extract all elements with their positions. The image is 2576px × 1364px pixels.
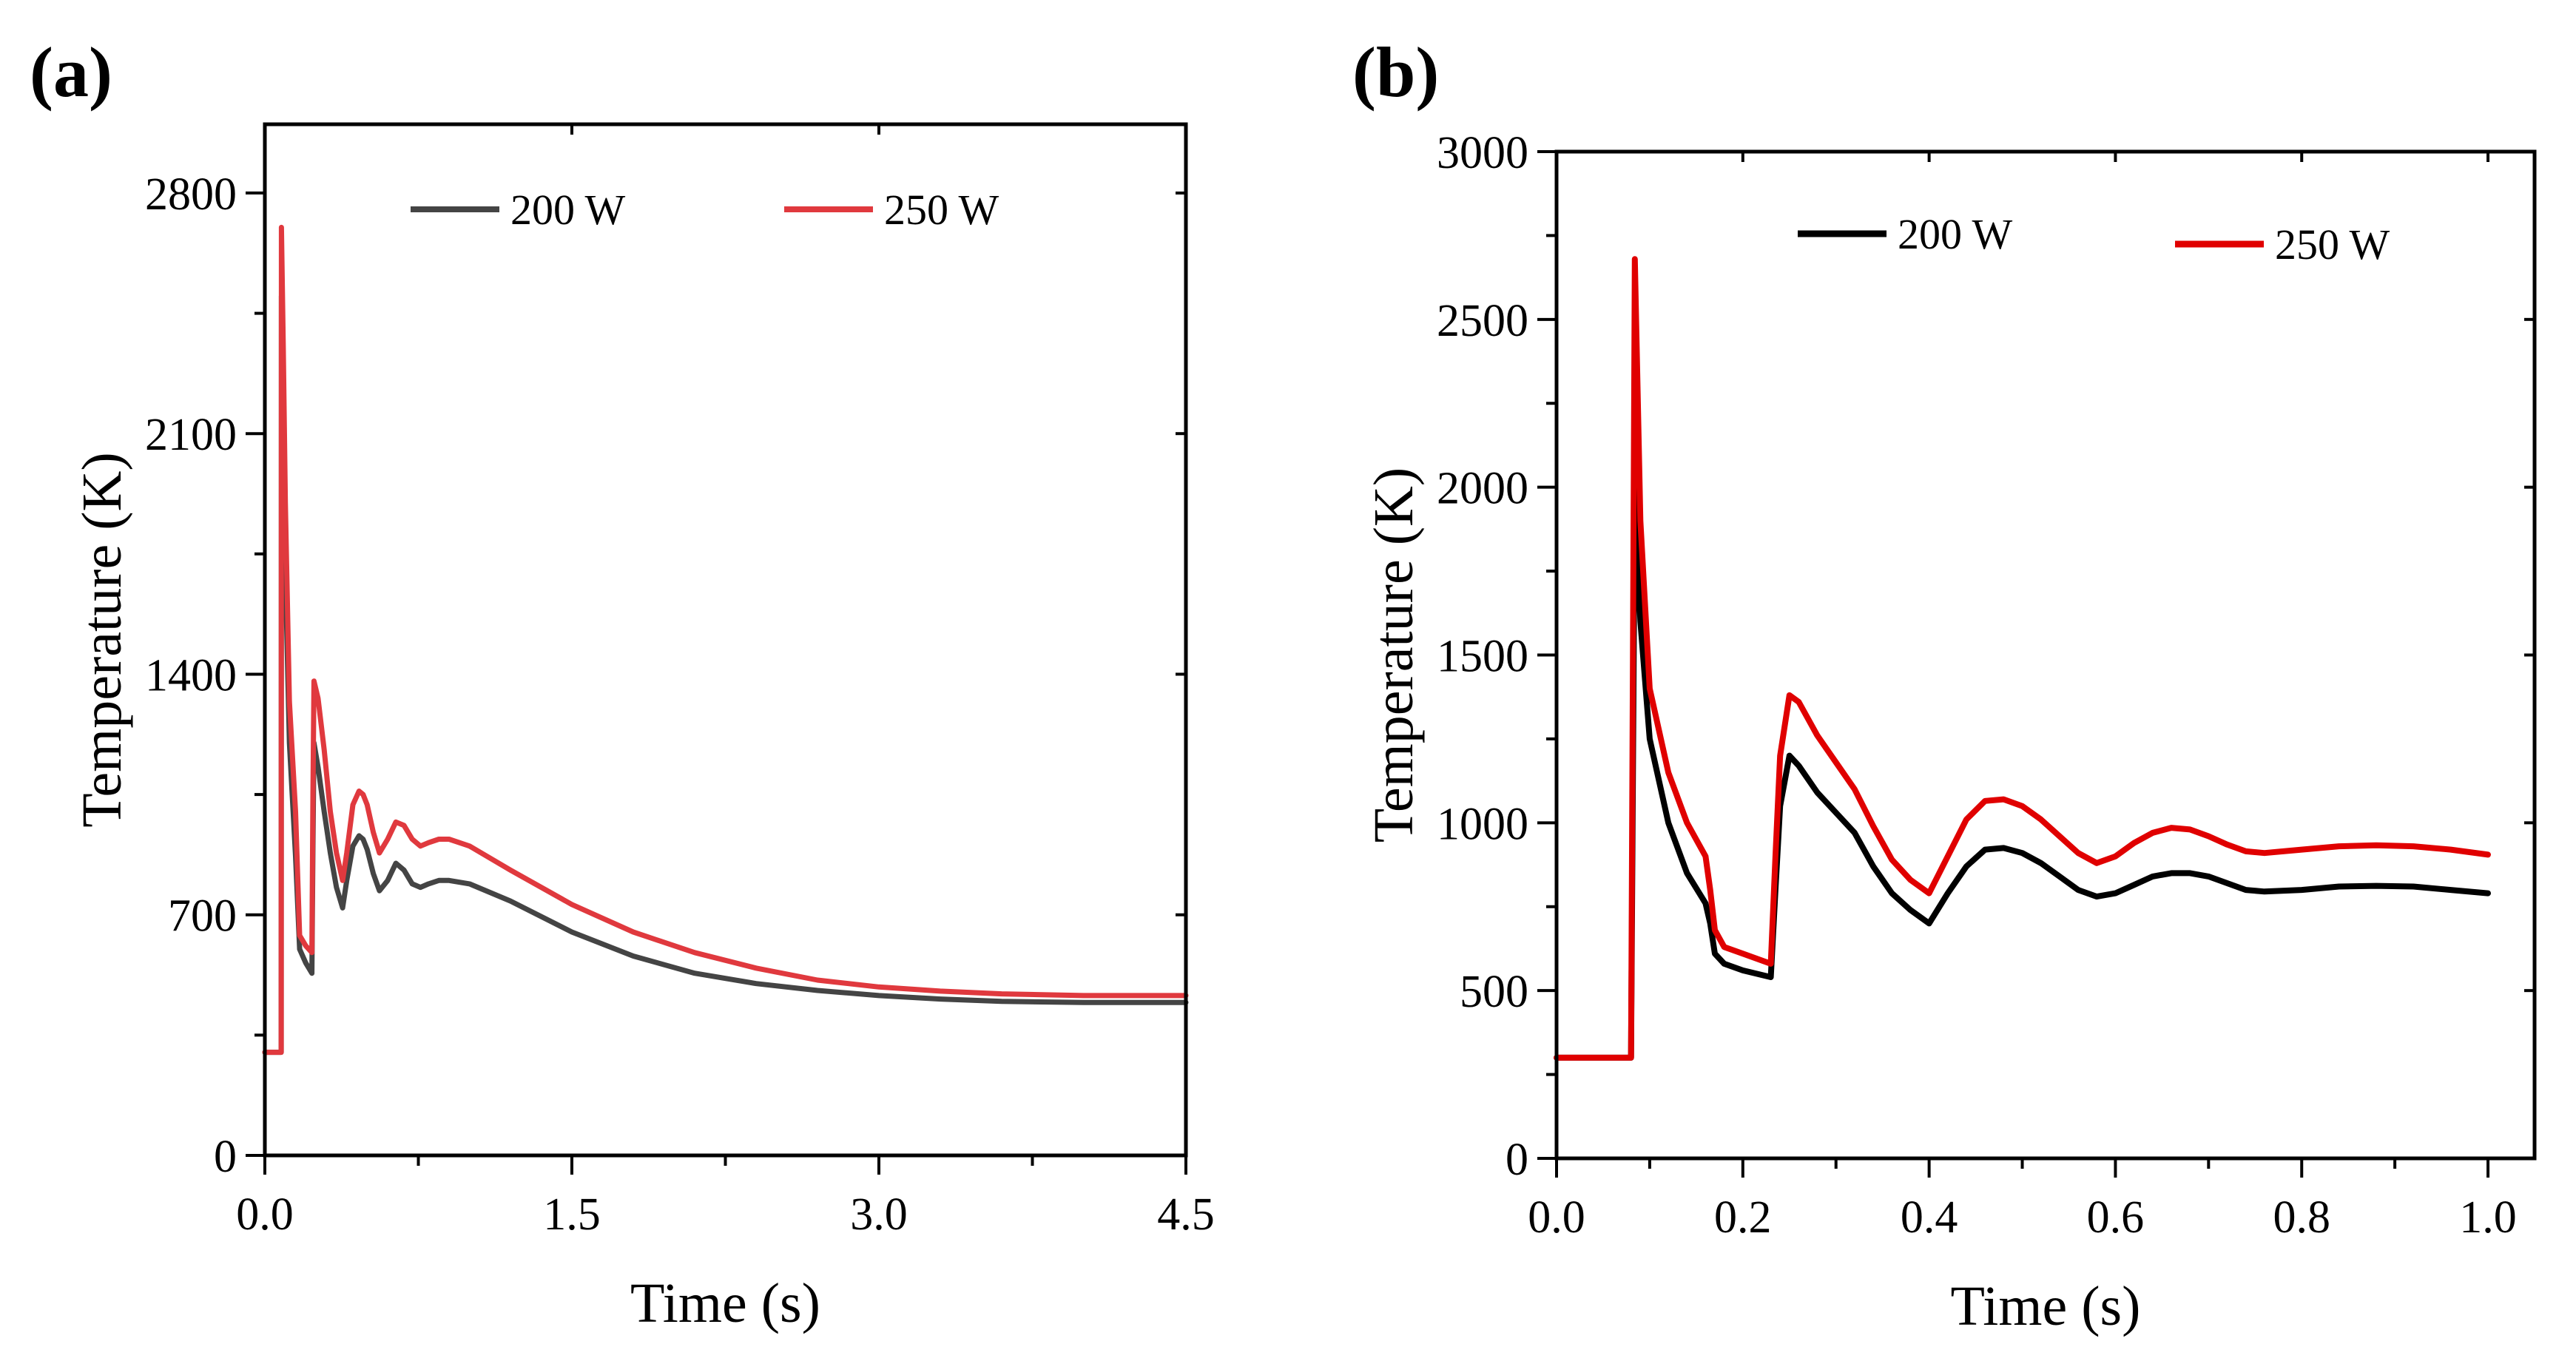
- y-tick-label: 2100: [145, 410, 237, 460]
- series-line-250w: [262, 224, 1189, 1056]
- x-axis-title: Time (s): [1951, 1275, 2141, 1337]
- x-tick-label: 0.6: [2087, 1192, 2145, 1243]
- series-line-250w: [1554, 256, 2491, 1061]
- legend-label: 200 W: [1898, 210, 2012, 258]
- x-tick-label: 0.2: [1714, 1192, 1772, 1243]
- y-tick-label: 700: [168, 891, 237, 942]
- x-axis-title: Time (s): [630, 1272, 820, 1334]
- chart-panel-b: (b) 0.0 0.2 0.4 0.6 0.8 1.0 0 500 1000 1500 2000 250…: [1352, 33, 2537, 1337]
- panel-label: (a): [30, 33, 112, 112]
- x-tick-label: 0.0: [236, 1189, 294, 1240]
- panel-label: (b): [1352, 33, 1439, 112]
- y-tick-label: 0: [214, 1132, 237, 1182]
- plot-frame: [1554, 149, 2537, 1161]
- x-tick-label: 0.4: [1901, 1192, 1958, 1243]
- y-tick-label: 3000: [1437, 128, 1528, 178]
- series-line-200w: [262, 293, 1189, 1056]
- y-tick-label: 1400: [145, 650, 237, 700]
- y-tick-label: 0: [1506, 1135, 1528, 1185]
- x-tick-label: 4.5: [1157, 1189, 1215, 1240]
- legend-label: 250 W: [884, 186, 999, 234]
- series-line-200w: [1554, 484, 2491, 1061]
- y-axis-title: Temperature (K): [71, 452, 133, 827]
- x-tick-label: 3.0: [850, 1189, 908, 1240]
- x-tick-label: 0.8: [2273, 1192, 2330, 1243]
- chart-panel-a: (a) 0.0 1.5 3.0 4.5 0 700 1400 2100 2800 Time (s) T…: [30, 33, 1215, 1334]
- y-tick-label: 500: [1460, 967, 1528, 1017]
- x-tick-label: 0.0: [1528, 1192, 1585, 1243]
- y-tick-label: 2800: [145, 169, 237, 220]
- x-tick-label: 1.5: [543, 1189, 601, 1240]
- legend-label: 200 W: [510, 186, 625, 234]
- y-tick-label: 1000: [1437, 799, 1528, 849]
- legend-label: 250 W: [2275, 220, 2390, 269]
- y-axis-title: Temperature (K): [1363, 467, 1425, 843]
- y-tick-label: 2500: [1437, 296, 1528, 346]
- y-tick-label: 1500: [1437, 632, 1528, 682]
- x-tick-label: 1.0: [2459, 1192, 2517, 1243]
- y-tick-label: 2000: [1437, 464, 1528, 514]
